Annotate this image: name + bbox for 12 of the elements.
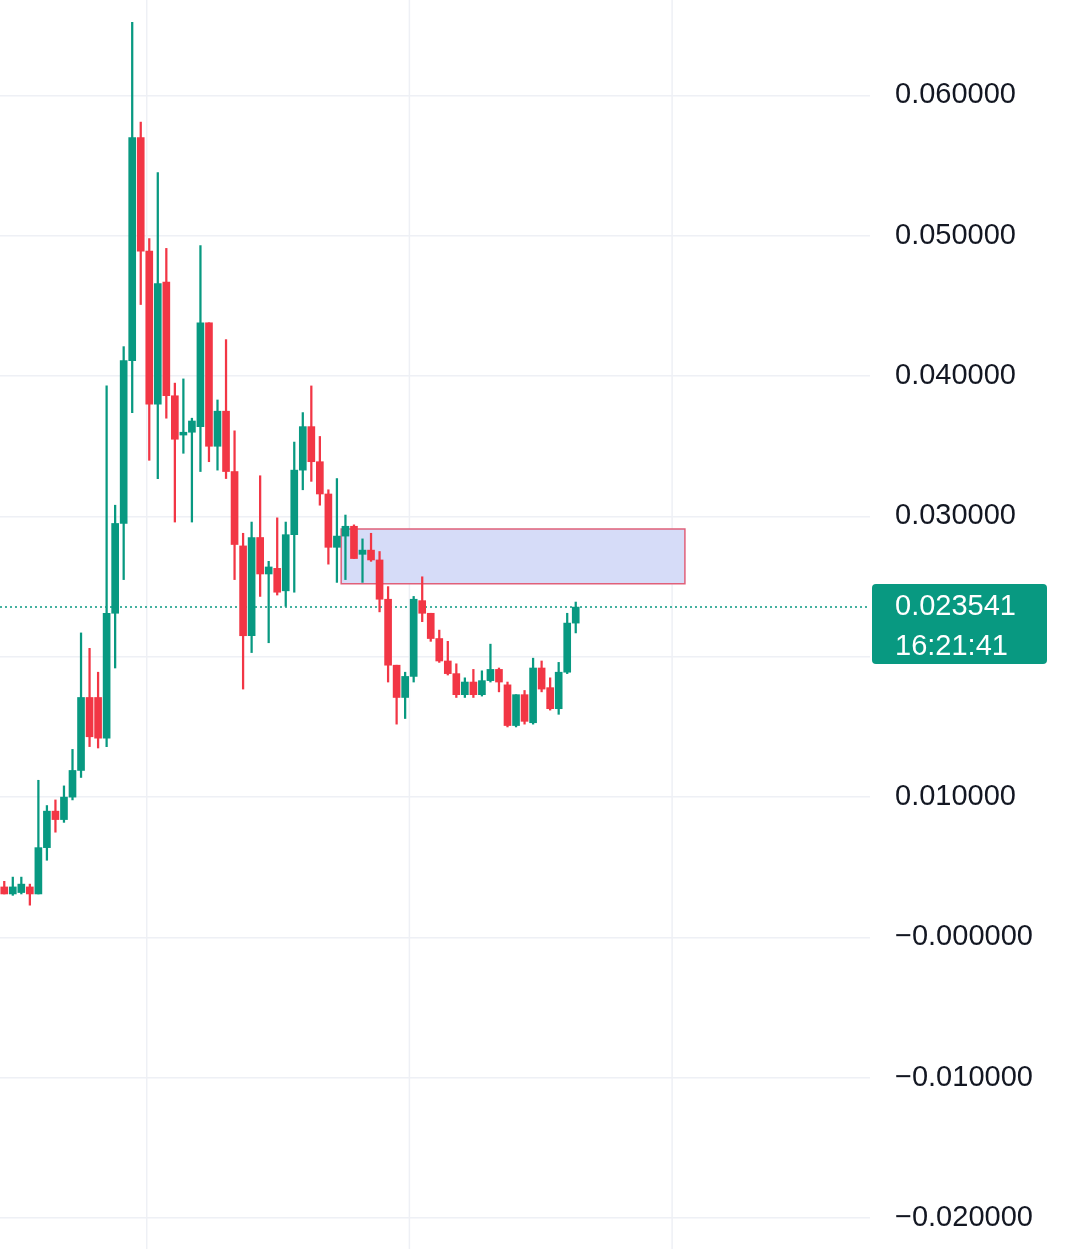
y-tick-label: 0.030000: [895, 498, 1016, 531]
y-tick-label: 0.050000: [895, 217, 1016, 250]
ref-line-label: 0.023541: [895, 589, 1016, 622]
y-tick-label: −0.010000: [895, 1059, 1033, 1092]
y-tick-label: 0.010000: [895, 779, 1016, 812]
y-tick-label: 0.060000: [895, 77, 1016, 110]
candlestick: [51, 799, 60, 833]
text: 16:21:41: [895, 629, 1008, 662]
y-tick-label: −0.020000: [895, 1200, 1033, 1233]
candlestick: [358, 538, 367, 583]
y-tick-label: 0.040000: [895, 358, 1016, 391]
y-tick-label: −0.000000: [895, 919, 1033, 952]
